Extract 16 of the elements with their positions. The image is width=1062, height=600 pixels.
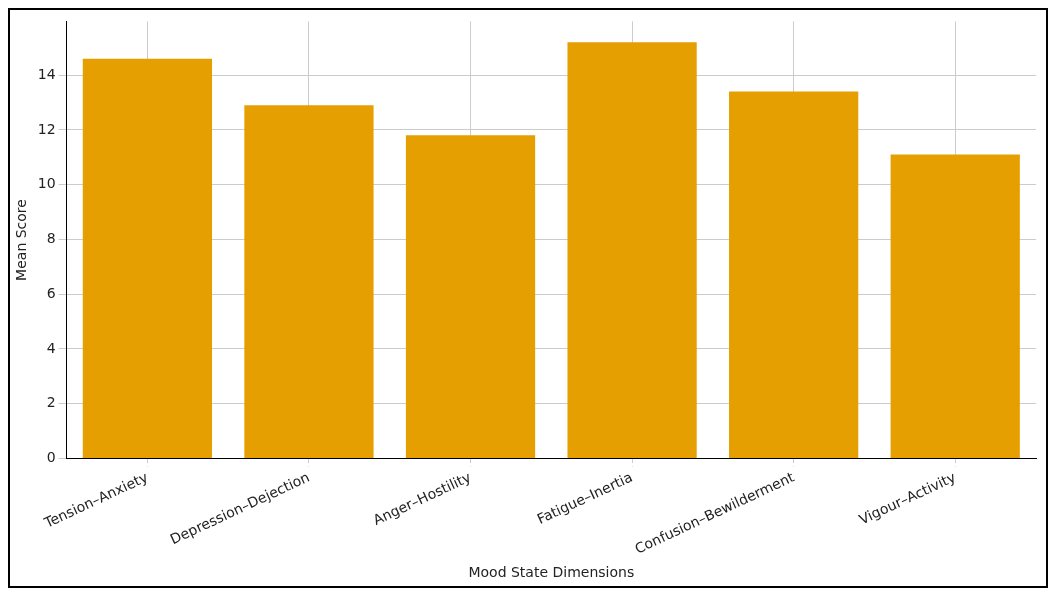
y-tick-label: 2 [46,394,56,411]
y-tick-label: 10 [37,175,56,192]
bar [567,42,697,459]
y-tick-label: 8 [46,230,56,247]
x-axis-title: Mood State Dimensions [468,564,635,581]
y-tick-label: 14 [37,65,56,82]
bar [405,135,536,459]
y-tick-label: 12 [37,120,56,137]
bar [729,91,859,459]
y-axis-title: Mean Score [13,199,30,281]
bar [82,58,213,459]
bar [890,154,1020,459]
y-tick-label: 4 [46,339,56,356]
y-tick-label: 0 [46,449,56,466]
y-tick-label: 6 [46,284,56,301]
bar [244,105,374,459]
